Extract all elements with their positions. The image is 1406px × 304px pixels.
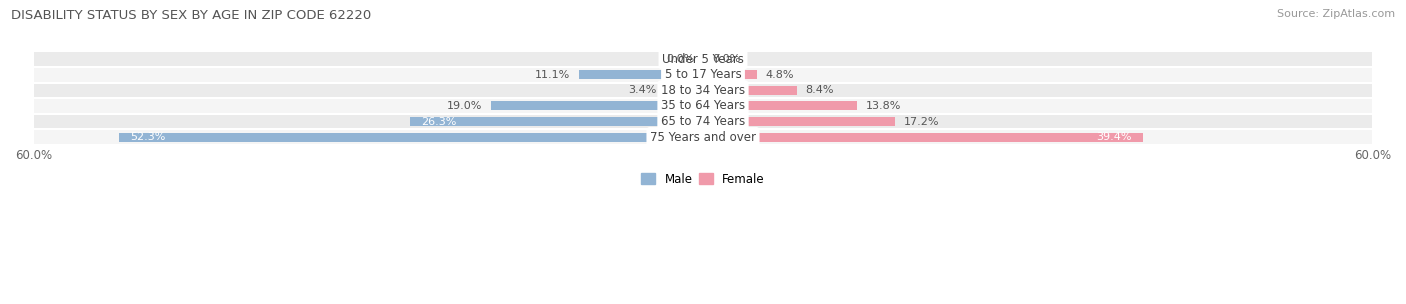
Text: 13.8%: 13.8% — [866, 101, 901, 111]
Bar — [34, 51, 1372, 67]
Bar — [703, 133, 1143, 142]
Text: 3.4%: 3.4% — [627, 85, 657, 95]
Text: DISABILITY STATUS BY SEX BY AGE IN ZIP CODE 62220: DISABILITY STATUS BY SEX BY AGE IN ZIP C… — [11, 9, 371, 22]
Text: 4.8%: 4.8% — [765, 70, 794, 80]
Text: Source: ZipAtlas.com: Source: ZipAtlas.com — [1277, 9, 1395, 19]
Text: 26.3%: 26.3% — [420, 116, 456, 126]
Bar — [120, 133, 703, 142]
Text: 0.0%: 0.0% — [711, 54, 740, 64]
Text: 65 to 74 Years: 65 to 74 Years — [661, 115, 745, 128]
Text: 11.1%: 11.1% — [534, 70, 571, 80]
Text: 18 to 34 Years: 18 to 34 Years — [661, 84, 745, 97]
Text: 5 to 17 Years: 5 to 17 Years — [665, 68, 741, 81]
Text: 0.0%: 0.0% — [666, 54, 695, 64]
Text: 52.3%: 52.3% — [131, 132, 166, 142]
Bar — [34, 114, 1372, 129]
Bar — [34, 67, 1372, 83]
Text: 35 to 64 Years: 35 to 64 Years — [661, 99, 745, 112]
Text: Under 5 Years: Under 5 Years — [662, 53, 744, 66]
Text: 75 Years and over: 75 Years and over — [650, 131, 756, 143]
Legend: Male, Female: Male, Female — [637, 168, 769, 190]
Bar — [579, 70, 703, 79]
Bar — [665, 86, 703, 95]
Bar — [34, 83, 1372, 98]
Text: 19.0%: 19.0% — [447, 101, 482, 111]
Bar — [34, 129, 1372, 145]
Bar — [34, 98, 1372, 114]
Text: 17.2%: 17.2% — [904, 116, 939, 126]
Text: 8.4%: 8.4% — [806, 85, 834, 95]
Text: 39.4%: 39.4% — [1095, 132, 1132, 142]
Bar — [703, 70, 756, 79]
Bar — [409, 117, 703, 126]
Bar — [703, 117, 894, 126]
Bar — [491, 102, 703, 110]
Bar — [703, 86, 797, 95]
Bar — [703, 102, 858, 110]
